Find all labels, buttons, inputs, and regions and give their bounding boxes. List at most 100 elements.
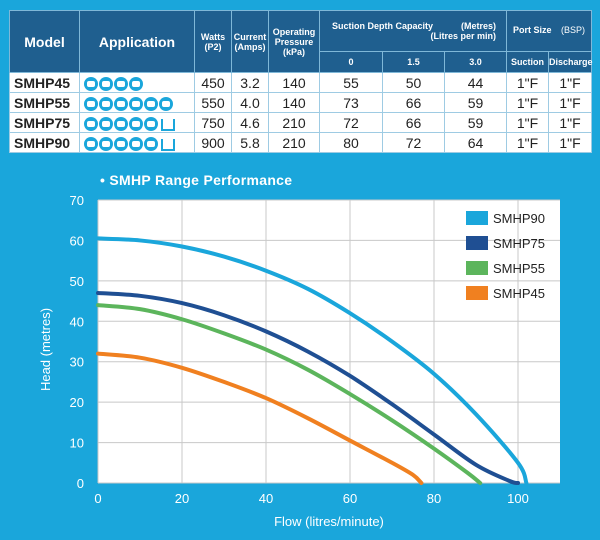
current-header-label: Current: [233, 31, 267, 42]
tap-icon: [99, 136, 113, 151]
suction-cell: 1"F: [506, 72, 550, 93]
y-tick-label: 70: [70, 193, 84, 208]
tap-icon: [114, 116, 128, 131]
table-row: SMHP75 750 4.6 210 72 66 59 1"F 1"F: [9, 112, 593, 133]
application-cell: [79, 72, 195, 93]
model-cell: SMHP90: [9, 132, 80, 153]
y-tick-label: 20: [70, 395, 84, 410]
tap-icon: [114, 96, 128, 111]
flow30-cell: 59: [443, 112, 508, 133]
legend-label: SMHP45: [493, 286, 545, 301]
pressure-cell: 210: [268, 132, 320, 153]
model-header: Model: [9, 10, 80, 73]
current-header-unit: (Amps): [234, 41, 266, 52]
series-line-smhp90: [96, 236, 529, 485]
tap-icon: [144, 96, 158, 111]
suction-header: Suction Depth Capacity (Metres) (Litres …: [318, 10, 508, 52]
depth-1-5-header: 1.5: [382, 51, 445, 73]
y-tick-label: 60: [70, 233, 84, 248]
series-line-smhp55: [96, 303, 483, 485]
watts-cell: 450: [194, 72, 232, 93]
suction-header-title: Suction Depth Capacity: [332, 21, 434, 31]
pressure-cell: 140: [268, 92, 320, 113]
tap-icon: [84, 136, 98, 151]
discharge-cell: 1"F: [548, 132, 593, 153]
pressure-cell: 210: [268, 112, 320, 133]
model-cell: SMHP45: [9, 72, 80, 93]
flow0-cell: 72: [319, 112, 383, 133]
legend-swatch: [466, 236, 488, 250]
flow15-cell: 50: [382, 72, 445, 93]
series-line-smhp75: [96, 290, 520, 486]
series-line-smhp45: [96, 351, 424, 485]
discharge-cell: 1"F: [548, 112, 593, 133]
application-cell: [79, 92, 195, 113]
y-tick-label: 40: [70, 314, 84, 329]
tap-icon: [144, 136, 158, 151]
x-tick-label: 40: [259, 491, 273, 506]
flow15-cell: 66: [382, 92, 445, 113]
port-size-header: Port Size (BSP): [506, 10, 593, 52]
y-tick-label: 50: [70, 274, 84, 289]
tap-icon: [114, 76, 128, 91]
tap-icon: [99, 96, 113, 111]
tap-icon: [129, 136, 143, 151]
legend-swatch: [466, 211, 488, 225]
current-cell: 5.8: [231, 132, 269, 153]
x-tick-label: 20: [175, 491, 189, 506]
table-row: SMHP45 450 3.2 140 55 50 44 1"F 1"F: [9, 72, 593, 93]
flow30-cell: 59: [443, 92, 508, 113]
current-header: Current (Amps): [231, 10, 269, 73]
tap-icon: [129, 96, 143, 111]
model-cell: SMHP75: [9, 112, 80, 133]
watts-cell: 550: [194, 92, 232, 113]
tap-icon: [99, 76, 113, 91]
flow0-cell: 55: [319, 72, 383, 93]
legend: SMHP90 SMHP75 SMHP55 SMHP45: [466, 211, 545, 301]
series-lines: [96, 236, 529, 486]
current-cell: 3.2: [231, 72, 269, 93]
sprinkler-icon: [159, 117, 175, 131]
tap-icon: [159, 96, 173, 111]
tap-icon: [84, 116, 98, 131]
port-size-title: Port Size: [513, 25, 552, 35]
x-tick-label: 80: [427, 491, 441, 506]
port-suction-header: Suction: [506, 51, 550, 73]
x-axis-label: Flow (litres/minute): [274, 514, 384, 529]
discharge-cell: 1"F: [548, 72, 593, 93]
suction-cell: 1"F: [506, 112, 550, 133]
tick-labels: 0 10 20 30 40 50 60 70 0 20 40 60 80 100: [70, 193, 529, 506]
suction-header-units: (Metres) (Litres per min): [431, 21, 497, 41]
application-cell: [79, 112, 195, 133]
tap-icon: [99, 116, 113, 131]
port-discharge-header: Discharge: [548, 51, 593, 73]
legend-label: SMHP90: [493, 211, 545, 226]
tap-icon: [129, 76, 143, 91]
tap-icon: [129, 116, 143, 131]
port-size-unit: (BSP): [561, 25, 586, 35]
legend-swatch: [466, 286, 488, 300]
watts-header-label: Watts: [200, 31, 226, 42]
current-cell: 4.6: [231, 112, 269, 133]
depth-3-0-header: 3.0: [443, 51, 508, 73]
suction-unit-lpm: (Litres per min): [430, 31, 497, 41]
legend-swatch: [466, 261, 488, 275]
tap-icon: [144, 116, 158, 131]
application-cell: [79, 132, 195, 153]
flow30-cell: 64: [443, 132, 508, 153]
y-tick-label: 30: [70, 355, 84, 370]
spec-table: Model Application Watts (P2) Current (Am…: [9, 10, 593, 153]
tap-icon: [84, 96, 98, 111]
sprinkler-icon: [159, 137, 175, 151]
y-tick-label: 0: [77, 476, 84, 491]
watts-cell: 900: [194, 132, 232, 153]
flow30-cell: 44: [443, 72, 508, 93]
legend-label: SMHP75: [493, 236, 545, 251]
suction-unit-metres: (Metres): [461, 21, 497, 31]
suction-cell: 1"F: [506, 132, 550, 153]
pressure-header-unit: (kPa): [282, 46, 305, 57]
tap-icon: [114, 136, 128, 151]
discharge-cell: 1"F: [548, 92, 593, 113]
chart-title: • SMHP Range Performance: [100, 172, 293, 188]
